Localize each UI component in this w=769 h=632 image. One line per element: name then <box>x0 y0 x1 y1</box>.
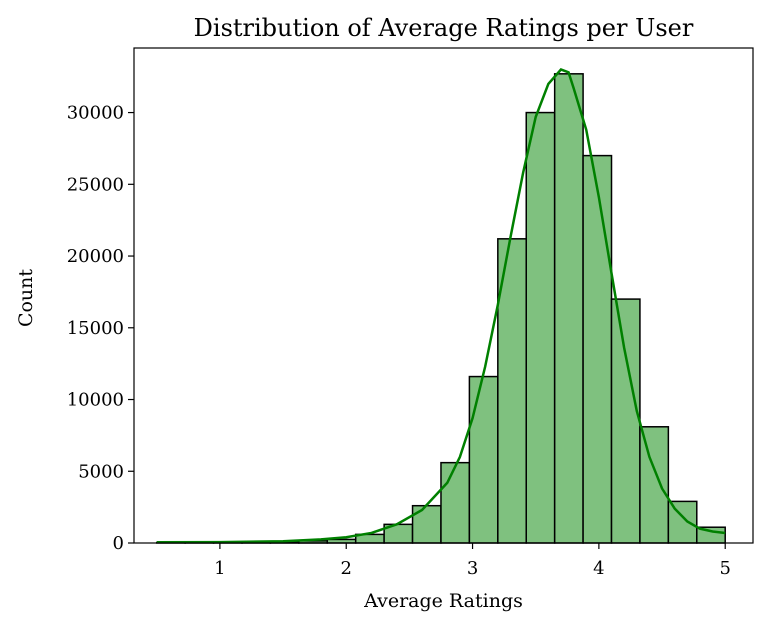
x-tick-label: 3 <box>467 558 478 579</box>
x-tick-label: 1 <box>214 558 225 579</box>
x-tick-label: 5 <box>719 558 730 579</box>
histogram-bar <box>413 506 441 543</box>
chart-title: Distribution of Average Ratings per User <box>194 14 694 42</box>
histogram-bar <box>640 427 668 543</box>
histogram-bar <box>469 377 497 543</box>
y-tick-label: 25000 <box>67 174 124 195</box>
histogram-bars <box>157 74 725 543</box>
y-tick-label: 20000 <box>67 246 124 267</box>
histogram-bar <box>583 156 611 543</box>
y-axis-ticks: 0 5000 10000 15000 20000 25000 30000 <box>67 103 134 554</box>
histogram-bar <box>612 299 640 543</box>
x-axis-ticks: 1 2 3 4 5 <box>214 543 731 579</box>
x-axis-label: Average Ratings <box>363 590 523 612</box>
y-tick-label: 0 <box>113 533 124 554</box>
y-tick-label: 10000 <box>67 390 124 411</box>
x-tick-label: 4 <box>593 558 604 579</box>
y-tick-label: 30000 <box>67 103 124 124</box>
histogram-bar <box>555 74 583 543</box>
y-tick-label: 15000 <box>67 318 124 339</box>
y-axis-label: Count <box>15 269 37 327</box>
histogram-bar <box>441 463 469 543</box>
y-tick-label: 5000 <box>78 461 124 482</box>
histogram-bar <box>526 113 554 543</box>
x-tick-label: 2 <box>341 558 352 579</box>
